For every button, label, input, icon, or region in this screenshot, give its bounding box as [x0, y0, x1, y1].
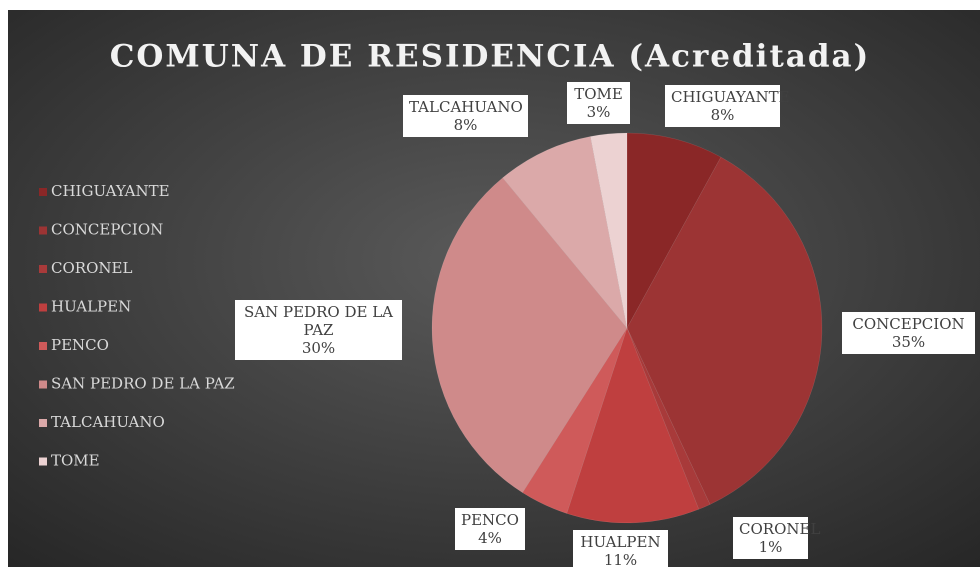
- data-label-name: PENCO: [461, 511, 519, 529]
- pie-slice: [566, 327, 700, 524]
- pie-slice: [502, 136, 628, 329]
- pie-slice: [626, 132, 722, 329]
- legend-swatch: [39, 265, 47, 273]
- data-label: SAN PEDRO DE LA PAZ 30%: [235, 300, 402, 360]
- pie-slice: [522, 327, 628, 514]
- legend-swatch: [39, 419, 47, 427]
- data-label: PENCO 4%: [455, 508, 525, 550]
- pie-slice: [626, 156, 823, 505]
- pie-slice: [431, 177, 628, 493]
- data-label-name: CHIGUAYANTE: [671, 88, 790, 106]
- data-label-name: SAN PEDRO DE LA PAZ: [244, 303, 393, 339]
- legend-swatch: [39, 188, 47, 196]
- data-label: HUALPEN 11%: [573, 530, 668, 567]
- chart-title: COMUNA DE RESIDENCIA (Acreditada): [110, 39, 871, 75]
- chart: COMUNA DE RESIDENCIA (Acreditada) CHIGUA…: [8, 10, 980, 567]
- data-label: CHIGUAYANTE 8%: [665, 85, 790, 127]
- legend-label: SAN PEDRO DE LA PAZ: [51, 375, 235, 393]
- data-label-name: CONCEPCION: [852, 315, 965, 333]
- data-label-value: 3%: [586, 103, 611, 121]
- legend-swatch: [39, 342, 47, 350]
- data-label-name: TALCAHUANO: [409, 98, 523, 116]
- legend-label: CONCEPCION: [51, 221, 163, 239]
- data-label-value: 35%: [891, 333, 926, 351]
- data-label-name: TOME: [574, 85, 623, 103]
- legend-swatch: [39, 457, 47, 466]
- pie-slice: [590, 132, 628, 329]
- data-label-value: 11%: [603, 551, 638, 567]
- legend-label: HUALPEN: [51, 298, 131, 316]
- data-label-value: 8%: [710, 106, 735, 124]
- data-label: CONCEPCION 35%: [842, 312, 975, 354]
- data-label-name: HUALPEN: [580, 533, 661, 551]
- legend-swatch: [39, 226, 47, 235]
- legend-label: CORONEL: [51, 259, 132, 277]
- data-label-value: 4%: [478, 529, 502, 547]
- data-label-value: 30%: [301, 339, 336, 357]
- legend-swatch: [39, 303, 47, 312]
- chart-svg: COMUNA DE RESIDENCIA (Acreditada) CHIGUA…: [8, 10, 980, 567]
- data-label-value: 8%: [453, 116, 478, 134]
- data-label: TOME 3%: [567, 82, 630, 124]
- data-label-value: 1%: [758, 538, 783, 556]
- legend-swatch: [39, 380, 47, 389]
- data-label: TALCAHUANO 8%: [403, 95, 528, 137]
- data-label: CORONEL 1%: [733, 517, 821, 559]
- data-label-name: CORONEL: [739, 520, 821, 538]
- legend-label: TOME: [51, 452, 100, 470]
- pie-slice: [626, 327, 711, 510]
- legend-label: TALCAHUANO: [51, 413, 165, 431]
- legend-label: PENCO: [51, 336, 109, 354]
- legend-label: CHIGUAYANTE: [51, 182, 170, 200]
